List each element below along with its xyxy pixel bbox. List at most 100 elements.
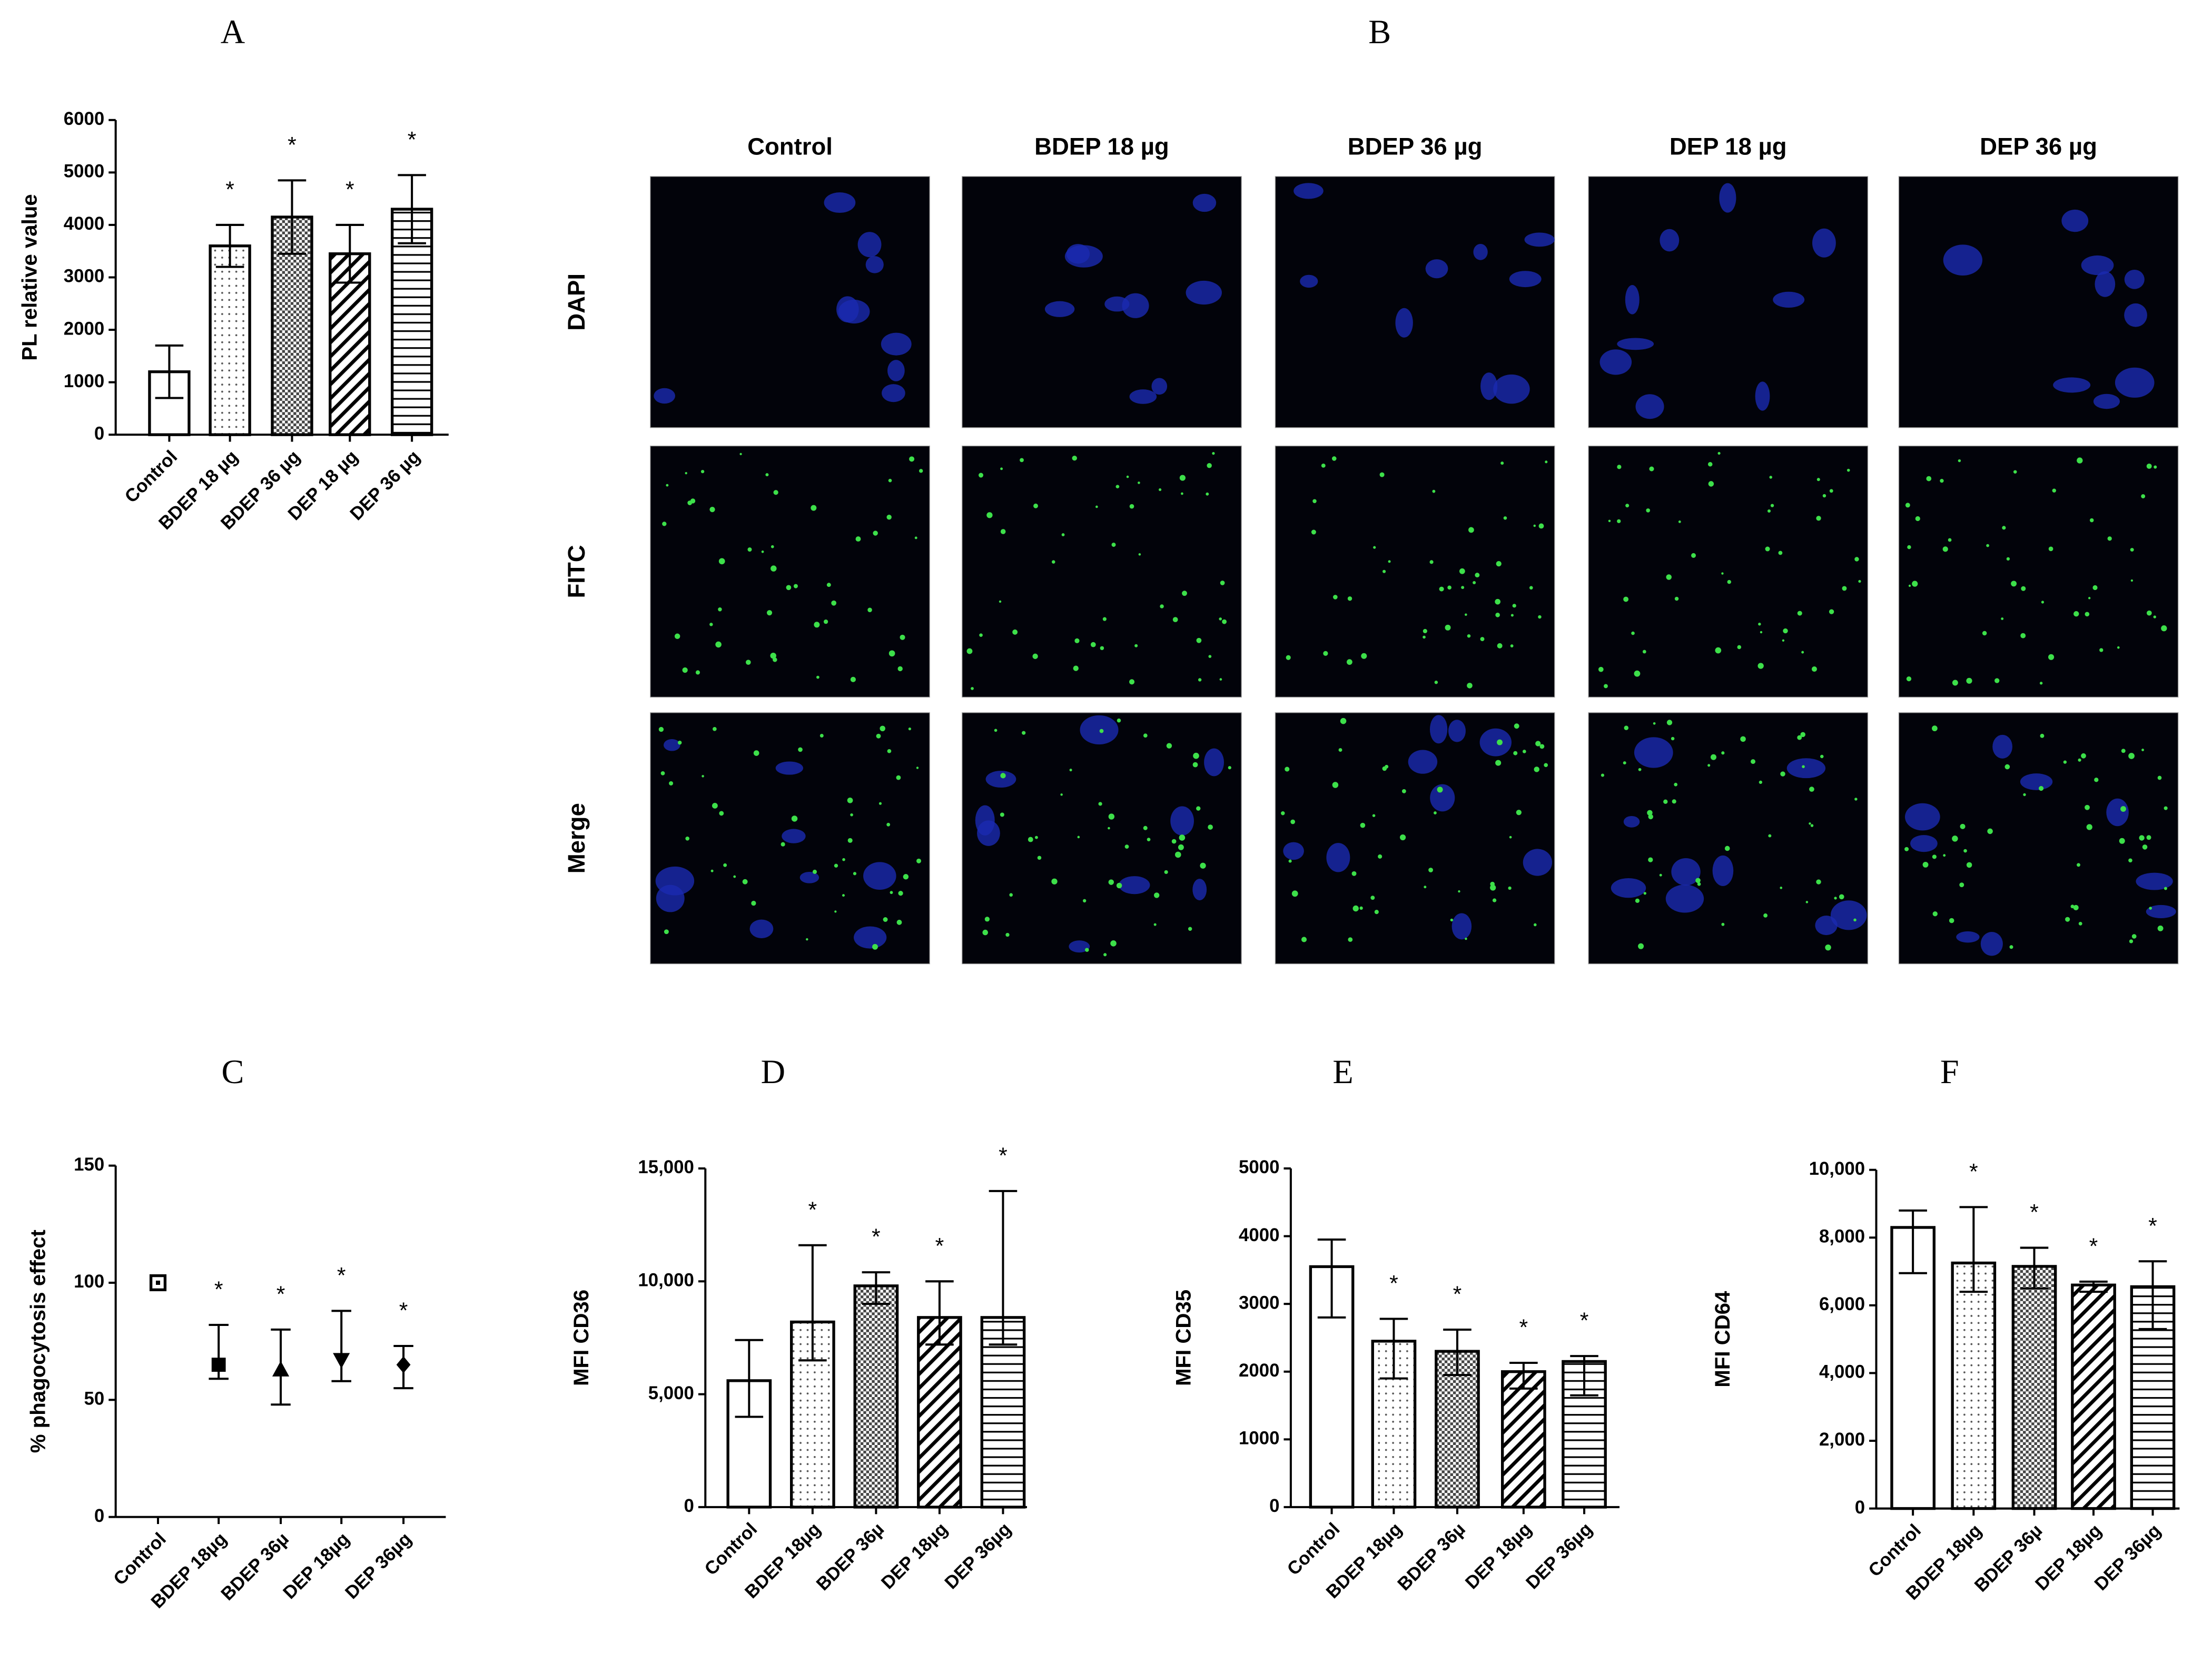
particle xyxy=(1912,581,1918,587)
nucleus xyxy=(1665,884,1704,913)
error-bar-upper xyxy=(1379,1318,1408,1341)
nucleus xyxy=(854,926,887,949)
particle xyxy=(1539,744,1545,749)
particle xyxy=(1765,546,1770,552)
particle xyxy=(2139,835,2145,841)
particle xyxy=(914,536,917,539)
particle xyxy=(1340,718,1347,724)
nucleus xyxy=(1830,900,1867,930)
particle xyxy=(812,869,817,874)
y-tick-label: 2000 xyxy=(64,318,104,339)
particle xyxy=(1942,546,1948,552)
particle xyxy=(850,676,856,682)
particle xyxy=(909,456,915,462)
particle xyxy=(1533,923,1537,927)
particle xyxy=(723,863,727,867)
particle xyxy=(786,585,792,591)
nucleus xyxy=(1429,715,1448,744)
y-tick-label: 4,000 xyxy=(1819,1362,1865,1382)
particle xyxy=(1028,837,1033,842)
particle xyxy=(1966,862,1972,868)
particle xyxy=(1429,560,1434,564)
particle xyxy=(1816,478,1820,481)
particle xyxy=(2141,494,2146,498)
particle xyxy=(1333,595,1338,599)
particle xyxy=(1737,645,1742,650)
column-header: DEP 36 µg xyxy=(1980,133,2097,160)
particle xyxy=(1033,503,1039,508)
particle xyxy=(1839,894,1844,900)
particle xyxy=(826,583,831,587)
nucleus xyxy=(1523,849,1553,876)
particle xyxy=(1922,861,1929,868)
particle xyxy=(806,938,808,941)
x-tick-label: Control xyxy=(110,1529,170,1589)
particle xyxy=(733,875,736,878)
x-tick-label: DEP 18µg xyxy=(279,1529,353,1603)
y-tick-label: 3000 xyxy=(64,266,104,287)
particle xyxy=(1982,631,1987,636)
micrograph xyxy=(1898,445,2179,698)
particle xyxy=(1715,647,1722,654)
bar xyxy=(980,1316,1026,1509)
particle xyxy=(1000,529,1006,534)
nucleus xyxy=(1293,183,1324,199)
x-tick-label: Control xyxy=(1864,1520,1925,1581)
particle xyxy=(1475,573,1480,578)
particle xyxy=(747,547,752,552)
particle xyxy=(1805,901,1809,903)
significance: * xyxy=(399,1298,408,1323)
particle xyxy=(781,842,785,847)
particle xyxy=(1220,581,1225,585)
particle xyxy=(1098,802,1102,806)
particle xyxy=(2039,682,2043,685)
particle xyxy=(718,607,722,612)
particle xyxy=(1678,520,1681,523)
error-bar-upper xyxy=(155,344,184,372)
particle xyxy=(1000,773,1006,779)
nucleus xyxy=(824,192,856,213)
particle xyxy=(878,802,882,805)
particle xyxy=(1103,953,1107,957)
particle xyxy=(2052,488,2056,493)
particle xyxy=(1074,638,1080,643)
particle xyxy=(1022,731,1026,735)
particle xyxy=(719,811,724,816)
particle xyxy=(1659,873,1662,877)
particle xyxy=(1834,897,1837,900)
significance: * xyxy=(225,177,234,202)
particle xyxy=(1124,844,1129,849)
particle xyxy=(2094,778,2099,782)
particle xyxy=(2157,925,2164,931)
particle xyxy=(1095,505,1098,508)
error-bar-lower xyxy=(2020,1266,2049,1290)
particle xyxy=(718,558,725,565)
particle xyxy=(1373,546,1376,549)
error-bar-upper xyxy=(278,179,307,218)
particle xyxy=(2048,654,2055,660)
y-tick-label: 5000 xyxy=(1239,1157,1279,1177)
particle xyxy=(1077,836,1080,839)
nucleus xyxy=(1599,349,1632,375)
y-tick-label: 8,000 xyxy=(1819,1226,1865,1246)
nucleus xyxy=(2124,303,2147,327)
particle xyxy=(1378,854,1382,859)
particle xyxy=(2040,733,2045,738)
particle xyxy=(1370,896,1375,900)
particle xyxy=(982,929,989,936)
x-tick-label: BDEP 36µ xyxy=(217,1529,293,1605)
particle xyxy=(1020,458,1024,463)
nucleus xyxy=(1524,232,1555,247)
particle xyxy=(1538,615,1542,619)
particle xyxy=(1608,519,1611,523)
particle xyxy=(1467,683,1473,689)
particle xyxy=(2078,921,2082,926)
error-bar-lower xyxy=(989,1317,1018,1346)
particle xyxy=(2121,749,2126,753)
particle xyxy=(1604,684,1608,689)
error-bar-lower xyxy=(1899,1227,1927,1274)
particle xyxy=(1783,628,1788,634)
particle xyxy=(682,667,688,673)
particle xyxy=(1437,787,1443,793)
particle xyxy=(1770,504,1774,507)
